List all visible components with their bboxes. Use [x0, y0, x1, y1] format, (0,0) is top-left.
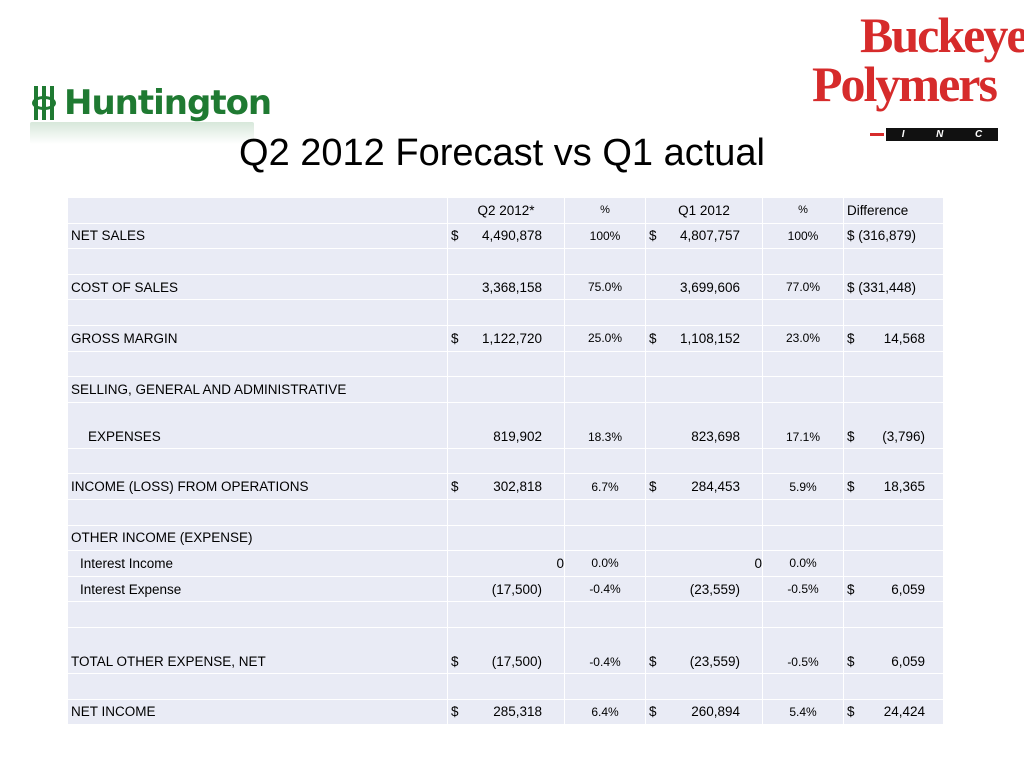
q2-pct: 0.0% — [564, 550, 646, 577]
row-label: SELLING, GENERAL AND ADMINISTRATIVE — [67, 376, 448, 403]
q1-pct: -0.5% — [762, 626, 844, 674]
huntington-mark-icon — [30, 86, 58, 120]
table-row: INCOME (LOSS) FROM OPERATIONS $302,818 6… — [67, 473, 944, 500]
q1-pct: 77.0% — [762, 273, 844, 301]
q2-pct: 6.4% — [564, 698, 646, 726]
buckeye-wordmark: Buckeye — [860, 7, 1024, 63]
q2-pct: 75.0% — [564, 273, 646, 301]
diff-value: $6,059 — [843, 575, 944, 603]
q2-value: 0 — [447, 550, 565, 577]
spacer-row — [67, 672, 944, 700]
diff-value: $ (331,448) — [843, 273, 944, 301]
forecast-table: Q2 2012* % Q1 2012 % Difference NET SALE… — [67, 197, 944, 726]
diff-value: $24,424 — [843, 698, 944, 726]
q1-value: 3,699,606 — [645, 273, 763, 301]
spacer-row — [67, 350, 944, 378]
q2-pct: 100% — [564, 222, 646, 250]
row-label: EXPENSES — [67, 401, 448, 449]
q1-pct: -0.5% — [762, 575, 844, 603]
table-row: EXPENSES 819,902 18.3% 823,698 17.1% $ (3… — [67, 401, 944, 449]
logo-accent — [870, 133, 884, 136]
huntington-logo: Huntington — [26, 80, 272, 150]
row-label: INCOME (LOSS) FROM OPERATIONS — [67, 473, 448, 500]
q2-pct: 18.3% — [564, 401, 646, 449]
header-difference: Difference — [843, 197, 944, 224]
spacer-row — [67, 601, 944, 628]
inc-letter: N — [936, 129, 944, 140]
q2-pct: 6.7% — [564, 473, 646, 500]
spacer-row — [67, 498, 944, 526]
row-label: Interest Expense — [67, 575, 448, 603]
row-label: OTHER INCOME (EXPENSE) — [67, 524, 448, 552]
q1-value: $4,807,757 — [645, 222, 763, 250]
table-row: Interest Expense (17,500) -0.4% (23,559)… — [67, 575, 944, 603]
q1-pct: 5.9% — [762, 473, 844, 500]
q2-value: 3,368,158 — [447, 273, 565, 301]
q2-value: $285,318 — [447, 698, 565, 726]
q1-value: $284,453 — [645, 473, 763, 500]
header-q2-pct: % — [564, 197, 646, 224]
diff-value — [843, 550, 944, 577]
table-header-row: Q2 2012* % Q1 2012 % Difference — [67, 197, 944, 224]
spacer-row — [67, 299, 944, 326]
q1-pct: 17.1% — [762, 401, 844, 449]
row-label: NET INCOME — [67, 698, 448, 726]
q2-pct: 25.0% — [564, 324, 646, 352]
q1-value: 0 — [645, 550, 763, 577]
q1-value: $260,894 — [645, 698, 763, 726]
q1-pct: 100% — [762, 222, 844, 250]
q1-value: $ (23,559) — [645, 626, 763, 674]
table-row: NET INCOME $285,318 6.4% $260,894 5.4% $… — [67, 698, 944, 726]
q2-value: $1,122,720 — [447, 324, 565, 352]
diff-value: $14,568 — [843, 324, 944, 352]
row-label: TOTAL OTHER EXPENSE, NET — [67, 626, 448, 674]
q1-value: (23,559) — [645, 575, 763, 603]
header-label — [67, 197, 448, 224]
row-label: Interest Income — [67, 550, 448, 577]
q2-value: $302,818 — [447, 473, 565, 500]
q1-value: $1,108,152 — [645, 324, 763, 352]
table-row: SELLING, GENERAL AND ADMINISTRATIVE — [67, 376, 944, 403]
table-row: GROSS MARGIN $1,122,720 25.0% $1,108,152… — [67, 324, 944, 352]
q1-value: 823,698 — [645, 401, 763, 449]
q1-pct: 23.0% — [762, 324, 844, 352]
table-row: OTHER INCOME (EXPENSE) — [67, 524, 944, 552]
diff-value: $ (316,879) — [843, 222, 944, 250]
slide-title: Q2 2012 Forecast vs Q1 actual — [239, 132, 765, 174]
row-label: COST OF SALES — [67, 273, 448, 301]
diff-value: $18,365 — [843, 473, 944, 500]
polymers-wordmark: Polymers — [812, 56, 998, 112]
q2-value: (17,500) — [447, 575, 565, 603]
row-label: NET SALES — [67, 222, 448, 250]
inc-bar: I N C — [886, 128, 998, 141]
buckeye-polymers-logo: Buckeye Polymers I N C — [808, 8, 1024, 154]
table-row: TOTAL OTHER EXPENSE, NET $ (17,500) -0.4%… — [67, 626, 944, 674]
inc-letter: C — [974, 129, 983, 140]
huntington-reflection — [30, 122, 254, 144]
header-q1-pct: % — [762, 197, 844, 224]
diff-value: $6,059 — [843, 626, 944, 674]
table-row: COST OF SALES 3,368,158 75.0% 3,699,606 … — [67, 273, 944, 301]
q2-pct: -0.4% — [564, 626, 646, 674]
q1-pct: 5.4% — [762, 698, 844, 726]
inc-letter: I — [901, 129, 905, 140]
row-label: GROSS MARGIN — [67, 324, 448, 352]
header-q1: Q1 2012 — [645, 197, 763, 224]
q2-value: 819,902 — [447, 401, 565, 449]
header-q2: Q2 2012* — [447, 197, 565, 224]
spacer-row — [67, 248, 944, 275]
spacer-row — [67, 447, 944, 475]
q1-pct: 0.0% — [762, 550, 844, 577]
q2-pct: -0.4% — [564, 575, 646, 603]
q2-value: $4,490,878 — [447, 222, 565, 250]
q2-value: $ (17,500) — [447, 626, 565, 674]
table-row: Interest Income 0 0.0% 0 0.0% — [67, 550, 944, 577]
diff-value: $ (3,796) — [843, 401, 944, 449]
huntington-wordmark: Huntington — [64, 83, 272, 123]
table-row: NET SALES $4,490,878 100% $4,807,757 100… — [67, 222, 944, 250]
